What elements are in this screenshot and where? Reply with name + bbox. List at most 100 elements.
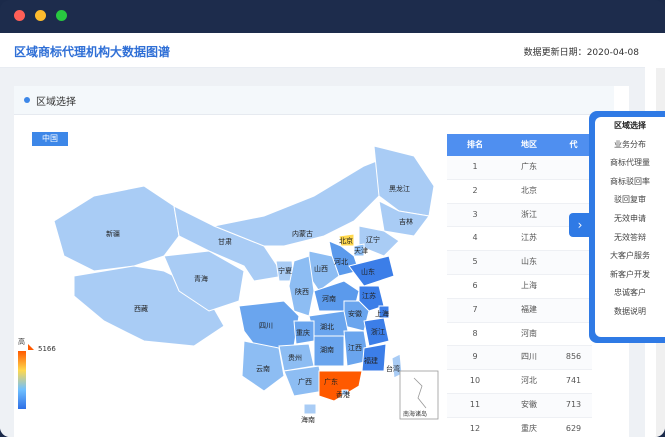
province-yunnan[interactable] (241, 340, 285, 392)
rank-cell: 7 (472, 304, 478, 314)
province-hunan[interactable] (313, 335, 345, 367)
rank-cell: 10 (469, 376, 481, 386)
table-row[interactable]: 11 安徽 713 (447, 393, 592, 418)
map-label: 辽宁 (366, 235, 380, 244)
ranking-table: 排名 地区 代 1 广东 2 北京 3 浙江 4 江苏 5 山东 6 上海 7 福建 8 河南 9 四川 856 10… (447, 134, 592, 437)
legend-max-value: 5166 (38, 345, 56, 353)
map-label: 青海 (194, 274, 208, 283)
sidebar-item[interactable]: 无效申请 (614, 213, 646, 223)
region-cell: 四川 (521, 352, 537, 362)
map-label: 天津 (354, 247, 368, 255)
rank-cell: 2 (472, 185, 478, 195)
map-label: 北京 (339, 236, 353, 245)
province-liaoning[interactable] (358, 225, 400, 257)
region-cell: 重庆 (521, 423, 537, 433)
value-cell (555, 299, 592, 322)
map-label: 内蒙古 (292, 229, 313, 238)
page-content: 区域商标代理机构大数据图谱 数据更新日期：2020-04-08 区域选择 中国 (0, 33, 665, 437)
map-label: 台湾 (386, 364, 400, 373)
china-map[interactable]: 新疆 西藏 青海 甘肃 内蒙古 黑龙江 吉林 辽宁 北京 天津 河北 山西 宁夏… (14, 126, 459, 436)
sidebar-item[interactable]: 忠诚客户 (614, 288, 646, 298)
region-tag-china[interactable]: 中国 (32, 132, 68, 146)
sidebar-item[interactable]: 驳回复审 (614, 195, 646, 205)
table-row[interactable]: 8 河南 (447, 323, 592, 347)
chevron-right-icon: › (577, 218, 583, 232)
sidebar-item[interactable]: 无效答辩 (614, 232, 646, 242)
province-shandong[interactable] (348, 255, 395, 287)
table-row[interactable]: 9 四川 856 (447, 346, 592, 371)
region-cell: 上海 (521, 280, 537, 290)
table-row[interactable]: 1 广东 (447, 156, 592, 180)
map-label: 福建 (364, 356, 378, 365)
province-shaanxi[interactable] (288, 255, 315, 317)
value-cell: 713 (565, 399, 582, 409)
table-row[interactable]: 12 重庆 629 (447, 418, 592, 437)
province-fujian[interactable] (361, 343, 387, 372)
sidebar-nav: 区域选择业务分布商标代理量商标驳回率驳回复审无效申请无效答辩大客户服务新客户开发… (589, 111, 665, 343)
map-label: 西藏 (134, 304, 148, 313)
sidebar-item[interactable]: 新客户开发 (610, 269, 650, 279)
map-label: 贵州 (288, 353, 302, 362)
rank-cell: 9 (472, 352, 478, 362)
page-title: 区域商标代理机构大数据图谱 (14, 45, 171, 59)
province-tianjin[interactable] (353, 243, 365, 257)
region-cell: 广东 (521, 162, 537, 171)
map-label: 吉林 (399, 217, 413, 226)
province-zhejiang[interactable] (363, 317, 390, 347)
table-row[interactable]: 6 上海 (447, 275, 592, 299)
map-label: 山东 (361, 267, 375, 276)
map-label: 海南 (301, 415, 315, 424)
sidebar-item[interactable]: 数据说明 (614, 306, 646, 316)
map-label: 江苏 (362, 291, 376, 300)
province-shanghai[interactable] (378, 305, 390, 319)
legend-high-label: 高 (18, 338, 25, 346)
map-label: 四川 (259, 322, 273, 330)
value-cell: 741 (565, 376, 582, 386)
map-label: 陕西 (295, 287, 309, 296)
rank-cell: 1 (472, 162, 478, 171)
province-hongkong[interactable] (341, 389, 349, 396)
update-date-value: 2020-04-08 (586, 48, 639, 58)
region-cell: 河南 (521, 328, 537, 338)
province-jilin[interactable] (378, 200, 430, 237)
inset-label: 南海诸岛 (403, 410, 427, 418)
legend-gradient-bar[interactable] (18, 351, 26, 409)
map-label: 浙江 (371, 327, 385, 336)
table-row[interactable]: 2 北京 (447, 180, 592, 204)
map-label: 黑龙江 (389, 184, 410, 193)
table-row[interactable]: 4 江苏 (447, 227, 592, 252)
region-cell: 北京 (521, 185, 537, 195)
legend-handle-icon[interactable] (28, 344, 34, 350)
value-cell: 856 (565, 352, 582, 362)
column-header-rank: 排名 (467, 140, 483, 149)
table-row[interactable]: 7 福建 (447, 298, 592, 323)
value-cell (555, 275, 592, 298)
column-header-region: 地区 (521, 140, 537, 149)
map-label: 香港 (336, 390, 350, 399)
province-jiangsu[interactable] (358, 285, 385, 312)
sidebar-item[interactable]: 大客户服务 (610, 251, 650, 261)
column-header-value: 代 (569, 140, 578, 149)
map-label: 上海 (375, 309, 389, 318)
maximize-window-button[interactable] (56, 10, 67, 21)
table-row[interactable]: 5 山东 (447, 251, 592, 275)
rank-cell: 3 (472, 209, 478, 219)
bullet-icon (24, 97, 30, 103)
rank-cell: 5 (472, 257, 478, 267)
sidebar-item[interactable]: 业务分布 (614, 139, 646, 149)
rank-cell: 11 (469, 399, 481, 409)
province-hainan[interactable] (303, 403, 317, 415)
sidebar-item[interactable]: 区域选择 (614, 121, 646, 130)
close-window-button[interactable] (14, 10, 25, 21)
table-row[interactable]: 3 浙江 (447, 203, 592, 228)
region-cell: 河北 (521, 376, 537, 386)
sidebar-toggle-button[interactable]: › (569, 213, 591, 237)
province-xinjiang[interactable] (53, 185, 180, 272)
sidebar-item[interactable]: 商标驳回率 (610, 176, 650, 186)
map-label: 河北 (334, 258, 348, 266)
map-label: 山西 (314, 264, 328, 273)
table-row[interactable]: 10 河北 741 (447, 370, 592, 394)
map-label: 安徽 (348, 309, 362, 318)
sidebar-item[interactable]: 商标代理量 (610, 158, 650, 168)
minimize-window-button[interactable] (35, 10, 46, 21)
